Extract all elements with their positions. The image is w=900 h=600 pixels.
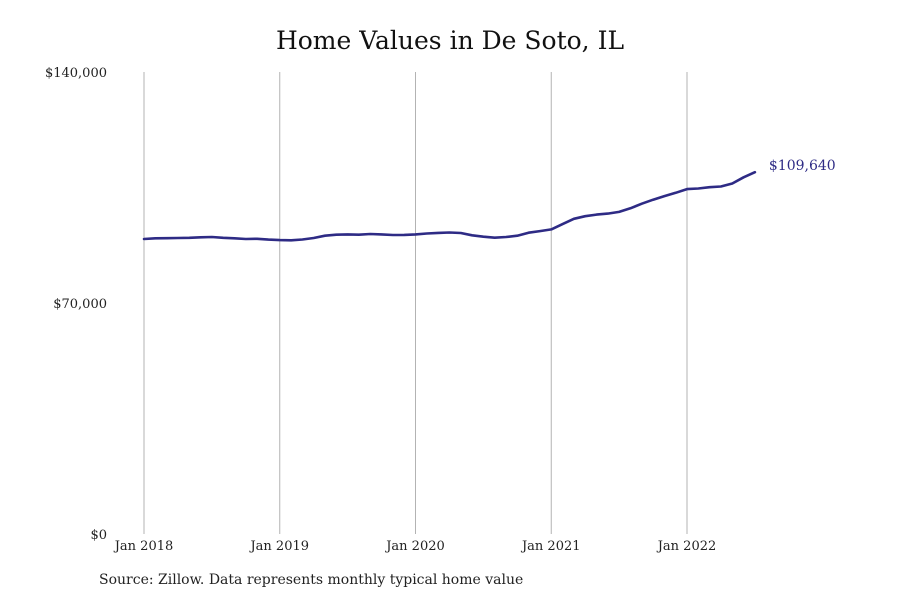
chart-title: Home Values in De Soto, IL [275, 26, 625, 55]
source-note: Source: Zillow. Data represents monthly … [99, 572, 524, 588]
data-labels: $109,640 [769, 158, 836, 174]
gridlines [143, 72, 688, 534]
x-tick-label: Jan 2018 [113, 539, 174, 554]
y-axis-tick-labels: $0 $70,000 $140,000 [45, 66, 107, 543]
x-tick-label: Jan 2019 [248, 539, 309, 554]
y-tick-label: $70,000 [53, 297, 107, 312]
series-line [142, 170, 757, 242]
series-layer [142, 170, 757, 242]
end-value-label: $109,640 [769, 158, 836, 174]
x-tick-label: Jan 2020 [384, 539, 445, 554]
y-tick-label: $140,000 [45, 66, 107, 81]
x-axis-tick-labels: Jan 2018 Jan 2019 Jan 2020 Jan 2021 Jan 2022 [113, 539, 717, 554]
y-tick-label: $0 [90, 528, 107, 543]
x-tick-label: Jan 2021 [520, 539, 581, 554]
x-tick-label: Jan 2022 [656, 539, 717, 554]
